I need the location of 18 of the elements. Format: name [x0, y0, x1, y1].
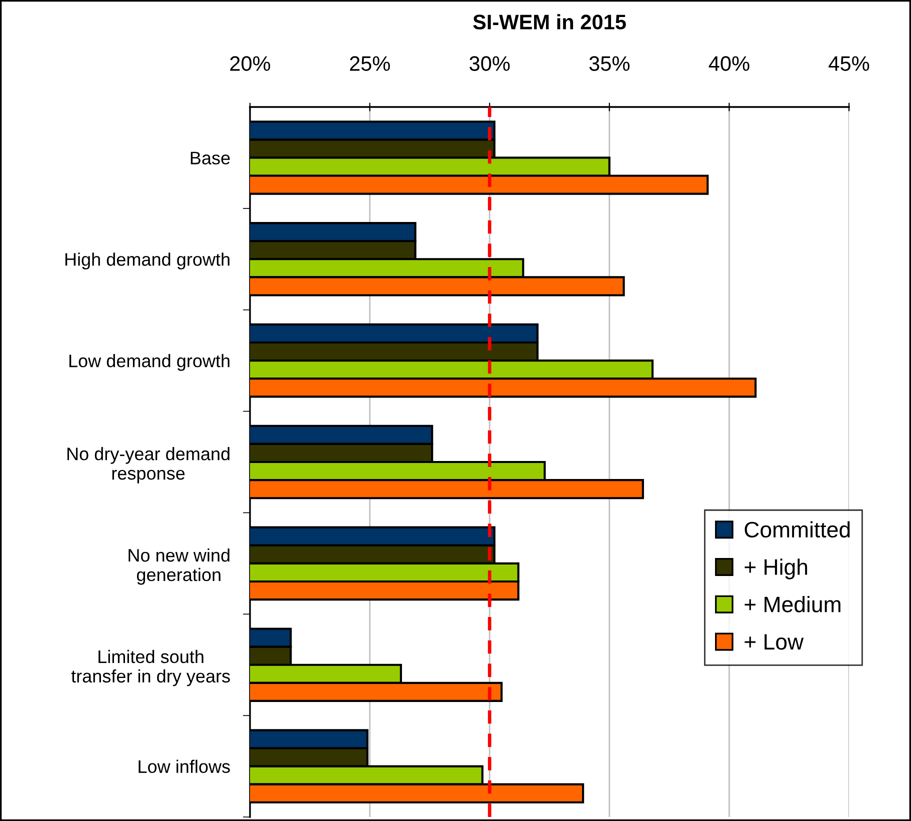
- y-tick-label: High demand growth: [65, 252, 230, 270]
- x-tick-label: 30%: [470, 56, 510, 71]
- y-tick-label: No new wind generation: [128, 548, 230, 585]
- y-tick-label: Low inflows: [138, 760, 230, 774]
- legend-label: + Low: [744, 634, 804, 650]
- x-tick-label: 35%: [589, 56, 630, 71]
- legend-label: + High: [744, 558, 808, 580]
- x-tick-label: 40%: [708, 56, 750, 71]
- x-tick-label: 25%: [350, 56, 390, 71]
- legend-label: + Medium: [744, 596, 840, 612]
- legend-label: Committed: [744, 521, 850, 538]
- y-tick-label: Limited south transfer in dry years: [71, 650, 230, 686]
- x-tick-label: 20%: [230, 56, 270, 71]
- y-tick-label: Low demand growth: [69, 354, 230, 371]
- chart-title: SI-WEM in 2015: [473, 14, 626, 30]
- y-tick-label: No dry-year demand response: [67, 447, 230, 484]
- y-tick-label: Base: [190, 152, 230, 164]
- x-tick-label: 45%: [828, 56, 870, 71]
